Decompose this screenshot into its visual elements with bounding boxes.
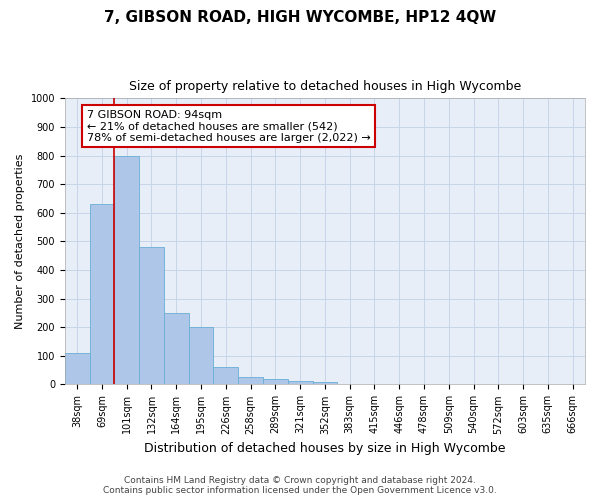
Bar: [139, 247, 164, 384]
Bar: [238, 378, 263, 384]
Text: Contains HM Land Registry data © Crown copyright and database right 2024.
Contai: Contains HM Land Registry data © Crown c…: [103, 476, 497, 495]
Bar: [89, 204, 115, 384]
Bar: [115, 156, 139, 384]
Title: Size of property relative to detached houses in High Wycombe: Size of property relative to detached ho…: [129, 80, 521, 93]
Bar: [164, 313, 188, 384]
Text: 7 GIBSON ROAD: 94sqm
← 21% of detached houses are smaller (542)
78% of semi-deta: 7 GIBSON ROAD: 94sqm ← 21% of detached h…: [86, 110, 370, 143]
Text: 7, GIBSON ROAD, HIGH WYCOMBE, HP12 4QW: 7, GIBSON ROAD, HIGH WYCOMBE, HP12 4QW: [104, 10, 496, 25]
Bar: [214, 368, 238, 384]
Y-axis label: Number of detached properties: Number of detached properties: [15, 154, 25, 329]
Bar: [288, 381, 313, 384]
X-axis label: Distribution of detached houses by size in High Wycombe: Distribution of detached houses by size …: [144, 442, 506, 455]
Bar: [188, 327, 214, 384]
Bar: [263, 380, 288, 384]
Bar: [65, 353, 89, 384]
Bar: [313, 382, 337, 384]
